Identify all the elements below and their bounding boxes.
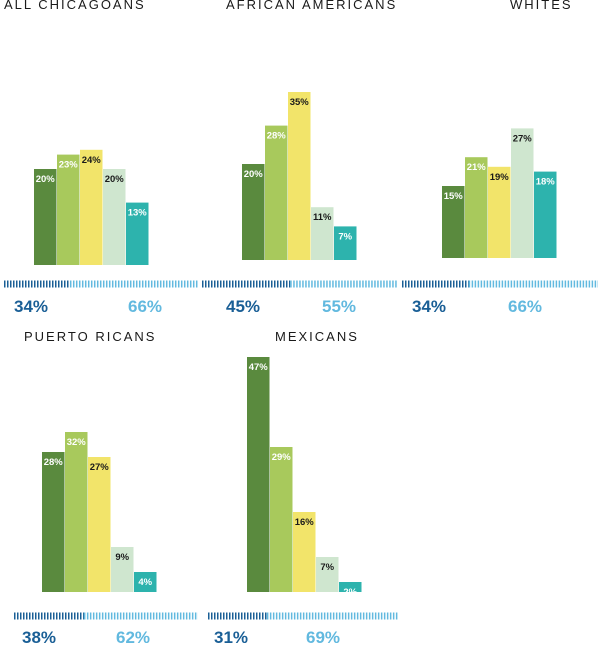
bar-value-label: 7% [320,562,334,573]
bar-value-label: 16% [295,517,315,528]
split-left-pct-african-americans: 45% [226,297,261,316]
split-right-pct-mexicans: 69% [306,628,341,647]
bar-value-label: 20% [244,169,264,180]
bar-value-label: 20% [36,174,56,185]
panel-title-all-chicagoans: ALL CHICAGOANS [4,0,146,12]
bar-value-label: 2% [343,587,357,598]
bar [111,547,134,592]
bar-value-label: 18% [536,177,556,188]
bar [126,202,149,265]
bar-value-label: 23% [59,160,79,171]
panel-4: 47% 29% 16% 7% 2% [208,357,398,620]
bar [34,169,57,265]
bar [88,457,111,592]
bar [511,128,534,258]
bar [465,157,488,258]
panel-2: 15% 21%19% 27% 18% [402,128,598,288]
split-left-pct-whites: 34% [412,297,447,316]
bar-value-label: 35% [290,97,310,108]
split-right-pct-all-chicagoans: 66% [128,297,163,316]
bar [65,432,88,592]
split-left-pct-mexicans: 31% [214,628,249,647]
bar [80,149,103,265]
bar [311,207,334,260]
bar [103,169,126,265]
bar-value-label: 9% [115,552,129,563]
bar [534,171,557,258]
split-left-pct-puerto-ricans: 38% [22,628,57,647]
bar-value-label: 7% [338,231,352,242]
bar-value-label: 19% [490,172,510,183]
bar-value-label: 27% [90,462,110,473]
panel-title-puerto-ricans: PUERTO RICANS [24,329,157,344]
bar-value-label: 29% [272,452,292,463]
bar [134,572,157,592]
bar [293,512,316,592]
bar-value-label: 27% [513,133,533,144]
bar [42,452,65,592]
split-left-pct-all-chicagoans: 34% [14,297,49,316]
panel-title-whites: WHITES [510,0,573,12]
bar-value-label: 11% [313,212,332,223]
split-right-pct-african-americans: 55% [322,297,357,316]
bar-value-label: 28% [44,457,64,468]
bar-value-label: 32% [67,437,87,448]
bar-value-label: 20% [105,174,125,185]
panel-title-african-americans: AFRICAN AMERICANS [226,0,398,12]
bar [265,125,288,260]
bar [339,582,362,592]
bar [270,447,293,592]
panel-0: 20%23% 24%20%13% [4,149,198,288]
bar [242,164,265,260]
bar [288,92,311,260]
panel-3: 28%32% 27% 9% 4% [14,432,198,620]
panel-1: 20% 28% 35% 11% 7% [202,92,398,288]
bar [488,166,511,258]
bar [316,557,339,592]
bar-value-label: 15% [444,191,464,202]
bar [57,154,80,265]
bar-value-label: 13% [128,208,148,219]
bar [247,357,270,592]
bar-value-label: 28% [267,131,287,142]
bar [442,186,465,258]
split-right-pct-puerto-ricans: 62% [116,628,151,647]
panel-title-mexicans: MEXICANS [275,329,359,344]
bar [334,226,357,260]
bar-value-label: 24% [82,155,102,166]
bar-value-label: 21% [467,162,487,173]
bar-value-label: 47% [249,362,269,373]
split-right-pct-whites: 66% [508,297,543,316]
bar-value-label: 4% [138,577,152,588]
